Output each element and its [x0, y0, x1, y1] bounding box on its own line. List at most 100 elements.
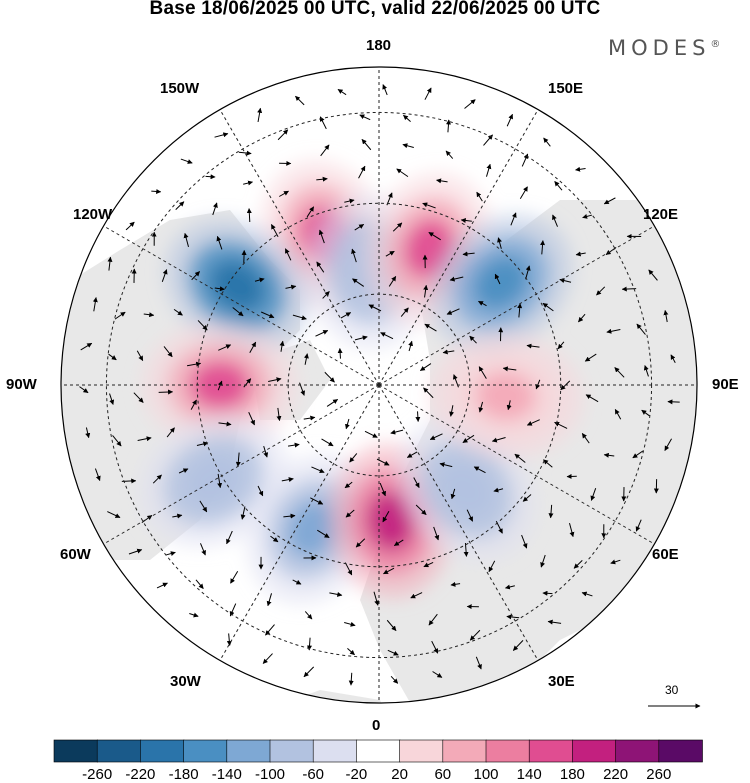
wind-vector	[151, 188, 162, 194]
wind-vector	[303, 666, 315, 678]
meridian-line	[378, 109, 539, 386]
wind-vector	[383, 567, 395, 575]
wind-vector	[554, 181, 563, 191]
wind-vector	[218, 421, 232, 427]
meridian-line	[378, 384, 539, 661]
lon-label-150e: 150E	[548, 80, 584, 97]
wind-vector	[603, 197, 616, 205]
wind-vector	[581, 591, 593, 597]
wind-vector	[429, 433, 443, 440]
wind-vector	[226, 633, 232, 646]
wind-vector	[428, 613, 438, 626]
wind-vector	[276, 407, 282, 422]
wind-vector	[569, 523, 575, 538]
wind-vector	[446, 119, 451, 133]
wind-vector	[517, 303, 523, 318]
colorbar-tick-label: 20	[391, 766, 408, 783]
wind-vector	[590, 488, 597, 501]
wind-vector	[402, 143, 414, 149]
wind-vector	[240, 506, 246, 520]
wind-vector	[368, 304, 382, 312]
wind-vector	[348, 672, 354, 686]
wind-vector	[344, 621, 356, 627]
colorbar-tick-label: -260	[82, 766, 113, 783]
wind-vector	[158, 389, 174, 395]
wind-vector	[345, 509, 355, 518]
wind-vector	[112, 435, 122, 447]
wind-vector	[266, 593, 273, 607]
wind-vector	[610, 559, 621, 565]
wind-vector	[439, 462, 453, 468]
wind-vector	[257, 485, 264, 497]
wind-vector	[636, 323, 646, 335]
wind-vector	[217, 473, 223, 489]
wind-vector	[373, 591, 380, 606]
wind-vector	[614, 408, 622, 420]
wind-vector	[664, 438, 672, 451]
wind-vector	[543, 137, 551, 147]
wind-vector	[320, 144, 330, 157]
wind-vector	[621, 286, 637, 292]
positive-anomaly-blob	[475, 372, 536, 421]
wind-vector	[183, 232, 189, 247]
wind-vector	[107, 256, 113, 271]
lon-label-150w: 150W	[160, 80, 200, 97]
colorbar-swatch	[399, 739, 444, 763]
wind-vector	[304, 611, 313, 620]
wind-vector	[214, 132, 229, 138]
wind-vector	[542, 590, 553, 596]
wind-vector	[522, 494, 532, 502]
wind-vector	[107, 511, 121, 518]
wind-vector	[310, 497, 324, 505]
wind-vector	[382, 84, 388, 96]
wind-vector	[243, 378, 252, 388]
wind-vector	[205, 174, 216, 180]
colorbar-swatch	[442, 739, 487, 763]
colorbar-tick-label: -220	[125, 766, 156, 783]
wind-vector	[510, 212, 517, 226]
registered-mark: ®	[710, 39, 721, 50]
wind-vector	[354, 223, 365, 231]
wind-vector	[632, 450, 644, 459]
wind-vector	[433, 526, 440, 541]
graticule	[61, 67, 697, 703]
wind-vector	[79, 386, 89, 394]
wind-vector	[380, 332, 394, 340]
wind-vector	[506, 614, 520, 620]
meridian-line	[378, 225, 655, 386]
wind-vector	[359, 114, 371, 121]
brand-name: MODES	[608, 36, 711, 60]
wind-vector	[449, 405, 455, 417]
wind-vector	[488, 560, 496, 573]
wind-vector	[340, 312, 352, 319]
wind-vector	[94, 468, 101, 482]
wind-vector	[428, 231, 441, 241]
wind-vector	[478, 366, 487, 379]
wind-vector	[317, 529, 330, 539]
colorbar-swatch	[356, 739, 401, 763]
wind-vector	[200, 543, 206, 556]
wind-vector	[262, 653, 273, 664]
wind-vector	[232, 307, 244, 317]
wind-vector	[379, 482, 386, 497]
wind-vector	[364, 430, 378, 438]
wind-vector	[419, 363, 432, 372]
wind-vector	[125, 221, 135, 231]
wind-vector	[306, 206, 315, 218]
wind-vector	[172, 513, 183, 519]
colorbar-tick-label: 100	[473, 766, 499, 783]
lon-label-60w: 60W	[60, 546, 91, 563]
wind-vector	[648, 269, 658, 281]
wind-vector	[521, 534, 528, 549]
colorbar-swatch	[485, 739, 531, 763]
wind-vector	[390, 675, 399, 684]
wind-vector	[152, 474, 162, 484]
colorbar-swatch	[615, 739, 660, 763]
wind-vector	[349, 453, 358, 463]
wind-vector	[423, 561, 434, 568]
colorbar-tick-label: -60	[302, 766, 325, 783]
colorbar-tick-label: 260	[646, 766, 672, 783]
wind-vector	[543, 459, 553, 468]
wind-vector	[321, 438, 334, 447]
wind-vector	[462, 251, 475, 257]
